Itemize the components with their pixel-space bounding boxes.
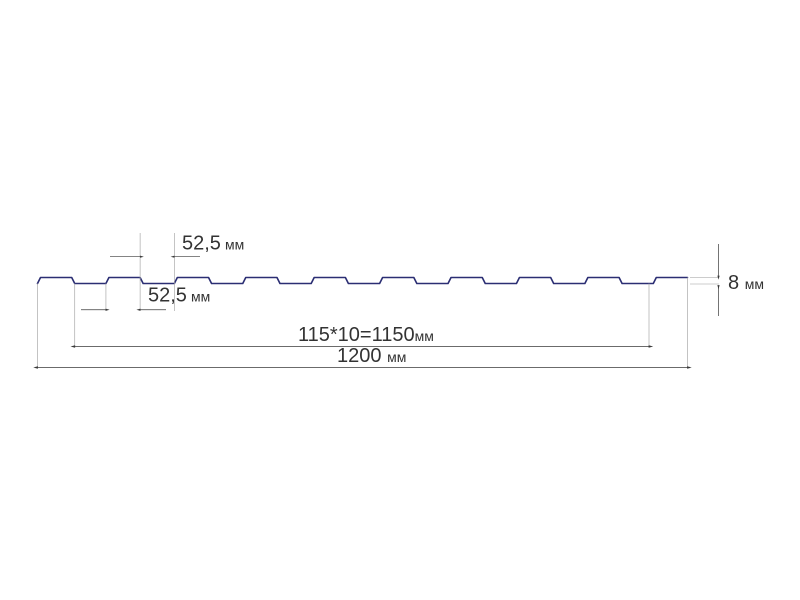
svg-text:115*10=1150мм: 115*10=1150мм <box>298 324 434 346</box>
svg-text:52,5мм: 52,5 мм <box>148 285 210 307</box>
svg-text:52,5мм: 52,5 мм <box>182 233 244 255</box>
svg-text:1200 мм: 1200 мм <box>337 345 406 367</box>
svg-text:8 мм: 8 мм <box>728 272 764 294</box>
